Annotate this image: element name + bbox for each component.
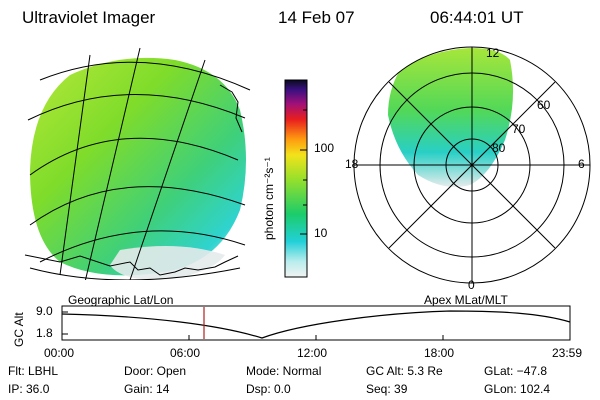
mode-info: Mode: Normal bbox=[246, 364, 322, 378]
gain-info: Gain: 14 bbox=[124, 382, 170, 396]
glat-info: GLat: −47.8 bbox=[484, 364, 548, 378]
timeline-left-label: Geographic Lat/Lon bbox=[68, 293, 174, 307]
mlt-label-6: 6 bbox=[578, 157, 585, 171]
dsp-info: Dsp: 0.0 bbox=[246, 382, 291, 396]
timeline-plot bbox=[61, 305, 571, 341]
mlt-label-0: 0 bbox=[468, 278, 475, 292]
timeline-x-tick-2359: 23:59 bbox=[552, 346, 583, 360]
date-label: 14 Feb 07 bbox=[278, 8, 355, 27]
polar-plot bbox=[353, 46, 591, 284]
glon-info: GLon: 102.4 bbox=[484, 382, 551, 396]
timeline-right-label: Apex MLat/MLT bbox=[424, 293, 508, 307]
aurora-disc bbox=[30, 57, 246, 276]
time-label: 06:44:01 UT bbox=[430, 8, 524, 27]
colorbar-tick-100: 100 bbox=[314, 141, 335, 155]
timeline-y-tick-high: 9.0 bbox=[36, 304, 53, 318]
timeline-y-axis-label: GC Alt bbox=[12, 312, 26, 347]
mlat-label-70: 70 bbox=[512, 122, 526, 136]
gc-alt-info: GC Alt: 5.3 Re bbox=[366, 364, 443, 378]
seq-info: Seq: 39 bbox=[366, 382, 408, 396]
geo-grid-lines bbox=[24, 47, 251, 280]
polar-aurora bbox=[388, 48, 514, 188]
altitude-curve bbox=[61, 310, 571, 339]
mlt-label-18: 18 bbox=[345, 157, 359, 171]
door-info: Door: Open bbox=[124, 364, 187, 378]
colorbar-tick-10: 10 bbox=[314, 226, 328, 240]
timeline-x-tick-0600: 06:00 bbox=[170, 346, 201, 360]
colorbar bbox=[284, 79, 308, 278]
timeline-y-tick-low: 1.8 bbox=[36, 326, 53, 340]
timeline-x-tick-0000: 00:00 bbox=[44, 346, 75, 360]
mlat-label-60: 60 bbox=[537, 98, 551, 112]
mlt-label-12: 12 bbox=[486, 46, 500, 60]
ip-info: IP: 36.0 bbox=[8, 382, 50, 396]
filter-info: Flt: LBHL bbox=[8, 364, 59, 378]
timeline-x-tick-1800: 18:00 bbox=[424, 346, 455, 360]
timeline-x-tick-1200: 12:00 bbox=[297, 346, 328, 360]
mlat-label-80: 80 bbox=[492, 141, 506, 155]
instrument-title: Ultraviolet Imager bbox=[22, 8, 156, 27]
auroral-image bbox=[24, 47, 251, 280]
colorbar-unit-label: photon cm⁻²s⁻¹ bbox=[262, 157, 276, 240]
